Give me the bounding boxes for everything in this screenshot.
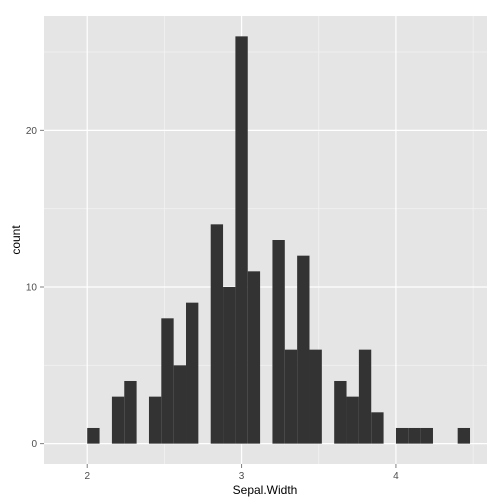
- histogram-bar: [358, 349, 372, 444]
- histogram-bar: [284, 349, 298, 444]
- y-axis-title: count: [9, 225, 23, 255]
- x-axis: 2 3 4: [84, 464, 399, 482]
- histogram-bar: [148, 396, 162, 444]
- histogram-bar: [420, 427, 433, 444]
- histogram-bar: [297, 255, 310, 444]
- histogram-bar: [161, 318, 174, 444]
- histogram-bar: [272, 240, 285, 444]
- y-axis: 0 10 20: [26, 126, 44, 450]
- y-tick-label: 20: [26, 126, 38, 137]
- y-tick-label: 10: [26, 282, 38, 293]
- x-axis-title: Sepal.Width: [233, 483, 298, 497]
- histogram-bar: [235, 36, 248, 444]
- histogram-bar: [395, 427, 409, 444]
- x-tick-label: 3: [239, 471, 245, 482]
- y-tick-label: 0: [31, 439, 37, 450]
- histogram-bar: [408, 427, 421, 444]
- x-tick-label: 2: [84, 471, 90, 482]
- histogram-bar: [124, 380, 137, 444]
- histogram-bars: [87, 36, 471, 444]
- x-tick-label: 4: [393, 471, 399, 482]
- histogram-bar: [87, 427, 100, 444]
- histogram-bar: [186, 302, 199, 444]
- histogram-bar: [173, 365, 187, 444]
- histogram-bar: [111, 396, 125, 444]
- histogram-bar: [334, 380, 347, 444]
- plot-panel: [44, 16, 487, 464]
- histogram-bar: [247, 271, 261, 444]
- histogram-bar: [457, 427, 471, 444]
- histogram-bar: [346, 396, 359, 444]
- histogram-bar: [223, 286, 236, 444]
- histogram-bar: [371, 412, 384, 444]
- histogram-bar: [210, 224, 224, 444]
- histogram-bar: [309, 349, 322, 444]
